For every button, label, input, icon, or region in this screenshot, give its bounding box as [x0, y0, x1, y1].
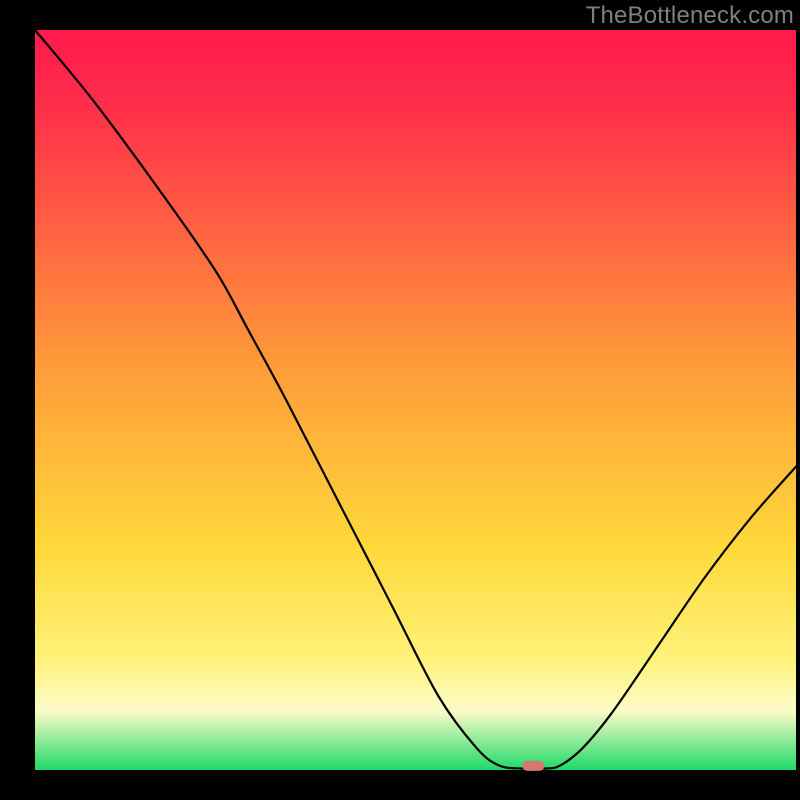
chart-container: TheBottleneck.com: [0, 0, 800, 800]
optimum-marker: [523, 760, 544, 770]
watermark-text: TheBottleneck.com: [586, 2, 794, 30]
plot-gradient-area: [35, 30, 796, 770]
